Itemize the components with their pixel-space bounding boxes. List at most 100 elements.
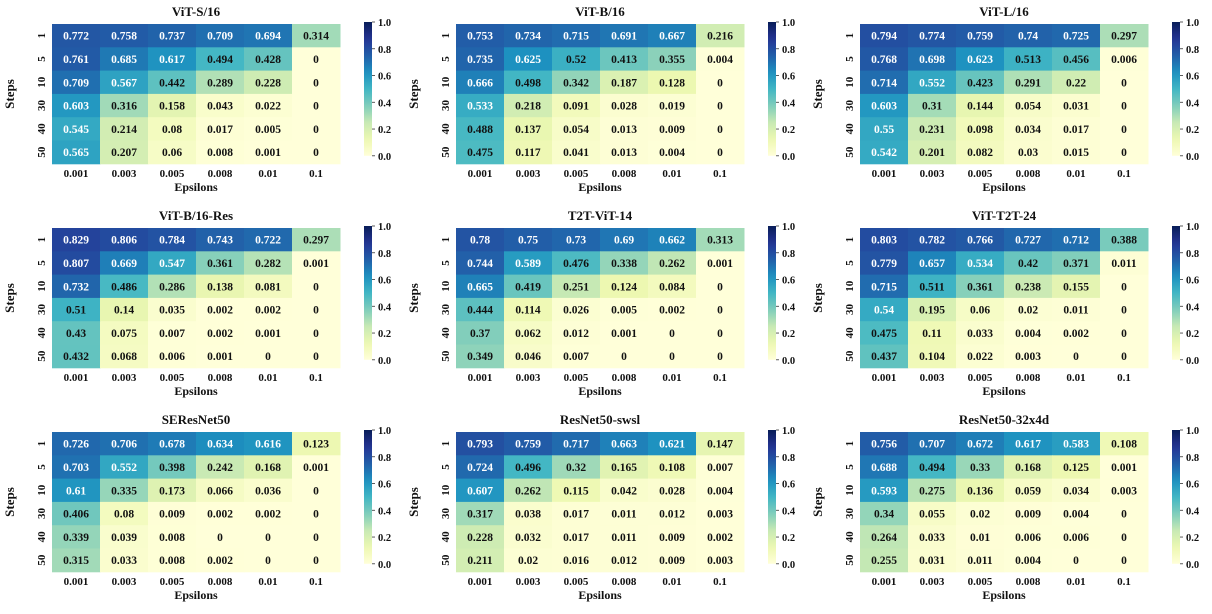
- y-tick-label: 30: [440, 508, 452, 520]
- cell-value-label: 0.123: [303, 439, 329, 451]
- cell-value-label: 0.011: [611, 509, 636, 521]
- cell-value-label: 0: [265, 351, 271, 363]
- y-tick-label: 5: [36, 56, 48, 62]
- x-tick-label: 0.003: [920, 168, 945, 180]
- cell-value-label: 0.004: [659, 147, 685, 159]
- cell-value-label: 0.607: [467, 485, 493, 497]
- colorbar-tick-label: 1.0: [782, 426, 795, 437]
- cell-value-label: 0.829: [63, 235, 89, 247]
- cell-value-label: 0.017: [1063, 124, 1089, 136]
- cell-value-label: 0.002: [207, 555, 233, 567]
- cell-value-label: 0.74: [1018, 31, 1038, 43]
- cell-value-label: 0.603: [63, 101, 89, 113]
- cell-value-label: 0: [313, 54, 319, 66]
- y-tick-label: 1: [36, 33, 48, 39]
- y-tick-label: 40: [440, 123, 452, 135]
- cell-value-label: 0: [313, 147, 319, 159]
- cell-value-label: 0: [717, 351, 723, 363]
- cell-value-label: 0.317: [467, 509, 493, 521]
- y-tick-label: 10: [36, 76, 48, 88]
- cell-value-label: 0.262: [515, 485, 541, 497]
- cell-value-label: 0.136: [967, 485, 993, 497]
- y-tick-label: 30: [36, 100, 48, 112]
- cell-value-label: 0: [1121, 77, 1127, 89]
- cell-value-label: 0.282: [255, 258, 281, 270]
- x-tick-label: 0.005: [564, 372, 589, 384]
- cell-value-label: 0.726: [63, 439, 89, 451]
- x-tick-label: 0.1: [1117, 372, 1131, 384]
- cell-value-label: 0.091: [563, 101, 589, 113]
- cell-value-label: 0: [1121, 281, 1127, 293]
- heatmap-svg: 0.772 0.758 0.737 0.709 0.694 0.3140.761 0.685…: [0, 0, 404, 204]
- cell-value-label: 0.685: [111, 54, 137, 66]
- cell-value-label: 0.663: [611, 439, 637, 451]
- y-tick-label: 10: [844, 280, 856, 292]
- colorbar-tick-label: 0.6: [782, 72, 795, 83]
- cell-value-label: 0.144: [967, 101, 993, 113]
- cell-value-label: 0.068: [111, 351, 137, 363]
- cell-value-label: 0.046: [515, 351, 541, 363]
- cell-value-label: 0.001: [611, 328, 637, 340]
- heatmap-panel: ViT-S/16 Steps Epsilons 0.772 0.758 0.737 0…: [0, 0, 404, 204]
- cell-value-label: 0.444: [467, 305, 493, 317]
- heatmap-svg: 0.803 0.782 0.766 0.727 0.712 0.3880.779 0.657…: [808, 204, 1212, 408]
- cell-value-label: 0.413: [611, 54, 637, 66]
- colorbar: [768, 430, 776, 564]
- cell-value-label: 0.001: [707, 258, 733, 270]
- x-tick-label: 0.008: [1016, 372, 1041, 384]
- cell-value-label: 0.054: [1015, 101, 1041, 113]
- cell-value-label: 0.022: [967, 351, 993, 363]
- cell-value-label: 0: [313, 305, 319, 317]
- y-tick-label: 40: [36, 123, 48, 135]
- colorbar: [768, 22, 776, 156]
- colorbar-tick-label: 0.2: [378, 329, 391, 340]
- colorbar: [768, 226, 776, 360]
- cell-value-label: 0: [1121, 305, 1127, 317]
- cell-value-label: 0.589: [515, 258, 541, 270]
- cell-value-label: 0.31: [922, 101, 942, 113]
- cell-value-label: 0: [313, 124, 319, 136]
- x-tick-label: 0.1: [309, 372, 323, 384]
- cell-value-label: 0.216: [707, 31, 733, 43]
- colorbar-tick-label: 1.0: [378, 18, 391, 29]
- y-tick-label: 50: [844, 554, 856, 566]
- y-tick-label: 30: [36, 304, 48, 316]
- cell-value-label: 0.691: [611, 31, 637, 43]
- cell-value-label: 0: [1121, 532, 1127, 544]
- y-tick-label: 50: [844, 146, 856, 158]
- cell-value-label: 0.017: [563, 509, 589, 521]
- colorbar-tick-label: 0.4: [1186, 302, 1200, 313]
- cell-value-label: 0.361: [967, 281, 993, 293]
- cell-value-label: 0.297: [1111, 31, 1137, 43]
- cell-value-label: 0.547: [159, 258, 185, 270]
- colorbar-tick-label: 0.4: [782, 98, 796, 109]
- cell-value-label: 0.082: [967, 147, 993, 159]
- cell-value-label: 0.476: [563, 258, 589, 270]
- cell-value-label: 0: [313, 485, 319, 497]
- cell-value-label: 0.69: [614, 235, 634, 247]
- cell-value-label: 0.744: [467, 258, 493, 270]
- cell-value-label: 0.238: [1015, 281, 1041, 293]
- x-tick-label: 0.008: [612, 372, 637, 384]
- cell-value-label: 0.114: [515, 305, 540, 317]
- x-tick-label: 0.003: [920, 372, 945, 384]
- y-tick-label: 5: [36, 464, 48, 470]
- cell-value-label: 0.709: [207, 31, 233, 43]
- colorbar: [1172, 430, 1180, 564]
- y-tick-label: 5: [844, 260, 856, 266]
- x-tick-label: 0.001: [64, 372, 89, 384]
- cell-value-label: 0.017: [563, 532, 589, 544]
- x-tick-label: 0.008: [612, 576, 637, 588]
- cell-value-label: 0.634: [207, 439, 233, 451]
- cell-value-label: 0.456: [1063, 54, 1089, 66]
- y-tick-label: 40: [36, 327, 48, 339]
- colorbar-tick-label: 1.0: [782, 18, 795, 29]
- cell-value-label: 0.737: [159, 31, 185, 43]
- cell-value-label: 0.756: [871, 439, 897, 451]
- cell-value-label: 0: [1121, 351, 1127, 363]
- colorbar-tick-label: 1.0: [1186, 426, 1199, 437]
- x-tick-label: 0.1: [309, 576, 323, 588]
- cell-value-label: 0.313: [707, 235, 733, 247]
- cell-value-label: 0.125: [1063, 462, 1089, 474]
- cell-value-label: 0.019: [659, 101, 685, 113]
